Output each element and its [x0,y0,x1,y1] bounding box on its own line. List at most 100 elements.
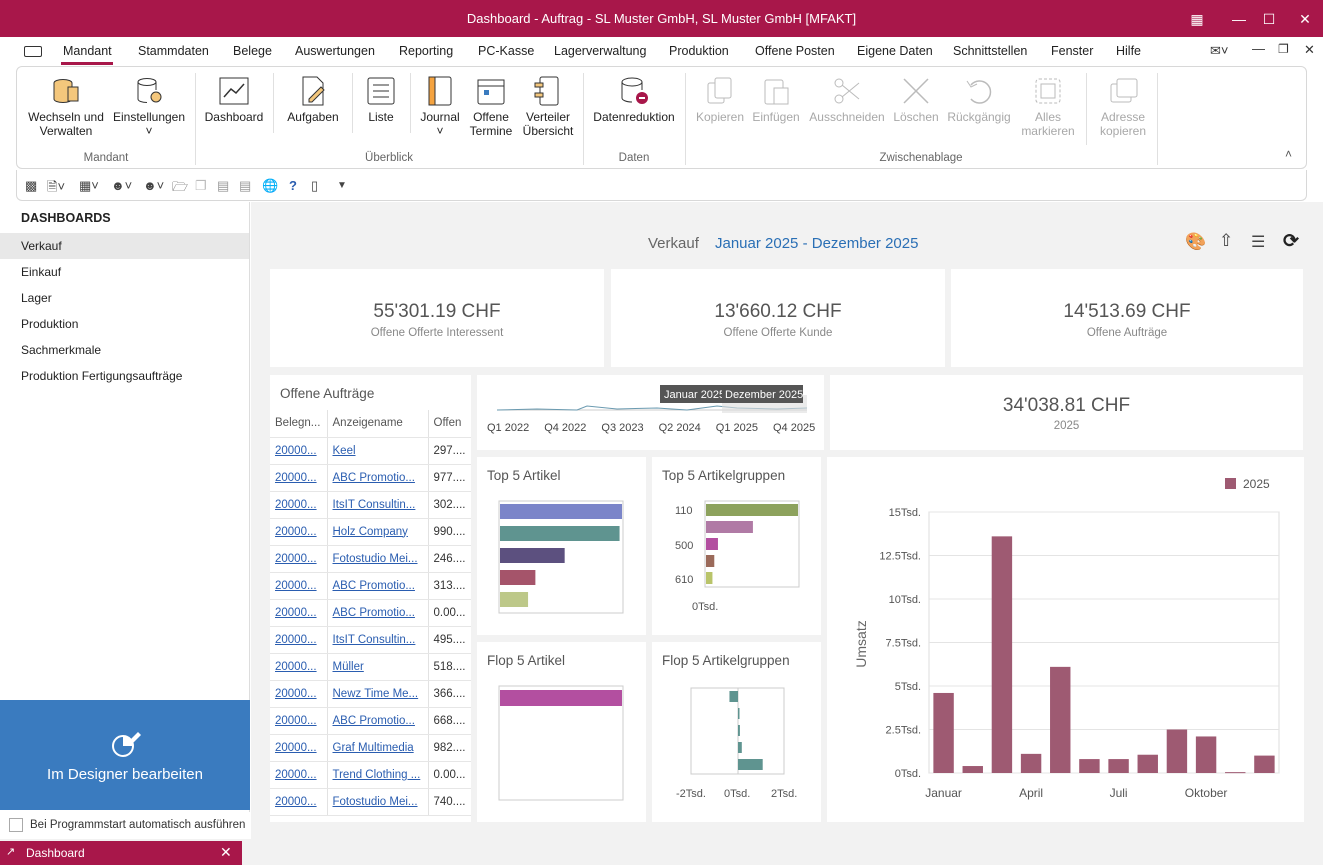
month-bar[interactable] [1137,754,1158,773]
copy-small-icon[interactable]: ❐ [195,178,207,193]
order-number-cell[interactable]: 20000... [270,707,328,735]
menu-auswertungen[interactable]: Auswertungen [295,44,375,58]
maximize-button[interactable]: ☐ [1262,11,1276,27]
display-name-cell[interactable]: ItsIT Consultin... [327,626,429,654]
alles-markieren-button[interactable]: Alles markieren [1017,75,1079,138]
top5-group-bar[interactable] [706,504,798,516]
order-number-cell[interactable]: 20000... [270,437,328,465]
top5-article-bar[interactable] [500,526,620,541]
flop5-group-bar[interactable] [738,742,742,753]
display-name-cell[interactable]: Newz Time Me... [327,680,429,708]
card-icon[interactable]: ▤ [217,178,230,193]
flop5-group-bar[interactable] [729,691,738,702]
sidebar-item-produktion[interactable]: Produktion [21,317,79,331]
sidebar-item-verkauf[interactable]: Verkauf [0,233,249,259]
customize-toolbar-icon[interactable]: ▼ [337,180,347,191]
table-row[interactable]: 20000... ItsIT Consultin... 302.... [270,491,471,519]
month-bar[interactable] [1225,772,1246,774]
menu-mandant[interactable]: Mandant [63,44,112,58]
column-header[interactable]: Offen [428,410,471,438]
database-icon[interactable]: ▩ [25,178,38,193]
parameters-icon[interactable]: ☰ [1251,234,1266,251]
einstellungen-button[interactable]: Einstellungen ˅ [110,75,188,138]
order-number-cell[interactable]: 20000... [270,680,328,708]
month-bar[interactable] [1108,759,1129,773]
sidebar-item-fertigungsauftraege[interactable]: Produktion Fertigungsaufträge [21,369,183,383]
table-row[interactable]: 20000... Holz Company 990.... [270,518,471,546]
app-menu-icon[interactable] [24,46,42,57]
user-settings-icon[interactable]: ☻˅ [111,178,133,193]
month-bar[interactable] [933,692,954,773]
flop5-group-bar[interactable] [738,725,740,736]
palette-icon[interactable]: 🎨 [1185,232,1207,251]
menu-lagerverwaltung[interactable]: Lagerverwaltung [554,44,647,58]
display-name-cell[interactable]: ABC Promotio... [327,707,429,735]
autorun-checkbox[interactable] [9,818,23,832]
table-row[interactable]: 20000... Fotostudio Mei... 246.... [270,545,471,573]
table-row[interactable]: 20000... ABC Promotio... 668.... [270,707,471,735]
display-name-cell[interactable]: Keel [327,437,429,465]
column-header[interactable]: Anzeigename [327,410,429,438]
table-row[interactable]: 20000... Fotostudio Mei... 740.... [270,788,471,816]
table-row[interactable]: 20000... ABC Promotio... 977.... [270,464,471,492]
display-name-cell[interactable]: Müller [327,653,429,681]
top5-article-bar[interactable] [500,570,536,585]
top5-group-bar[interactable] [706,572,713,584]
order-number-cell[interactable]: 20000... [270,653,328,681]
display-name-cell[interactable]: Trend Clothing ... [327,761,429,789]
top5-article-bar[interactable] [500,504,622,519]
datenreduktion-button[interactable]: Datenreduktion [589,75,679,124]
order-number-cell[interactable]: 20000... [270,545,328,573]
ausschneiden-button[interactable]: Ausschneiden [805,75,889,124]
menu-fenster[interactable]: Fenster [1051,44,1094,58]
minimize-button[interactable]: — [1232,11,1246,27]
help-icon[interactable]: ? [289,178,297,193]
month-bar[interactable] [1166,729,1188,774]
export-icon[interactable]: ⇧ [1219,231,1234,250]
adresse-kopieren-button[interactable]: Adresse kopieren [1092,75,1154,138]
top5-group-bar[interactable] [706,538,718,550]
table-row[interactable]: 20000... Keel 297.... [270,437,471,465]
display-name-cell[interactable]: Graf Multimedia [327,734,429,762]
display-name-cell[interactable]: Fotostudio Mei... [327,788,429,816]
card-alt-icon[interactable]: ▤ [239,178,252,193]
dashboard-button[interactable]: Dashboard [202,75,266,124]
display-name-cell[interactable]: ABC Promotio... [327,464,429,492]
document-settings-icon[interactable]: 🗎˅ [47,179,66,194]
designer-button[interactable]: Im Designer bearbeiten [0,700,250,810]
menu-produktion[interactable]: Produktion [669,44,729,58]
month-bar[interactable] [1195,736,1217,773]
table-row[interactable]: 20000... ABC Promotio... 313.... [270,572,471,600]
mdi-minimize-icon[interactable]: — [1252,41,1265,56]
order-number-cell[interactable]: 20000... [270,518,328,546]
order-number-cell[interactable]: 20000... [270,761,328,789]
menu-hilfe[interactable]: Hilfe [1116,44,1142,58]
display-name-cell[interactable]: ItsIT Consultin... [327,491,429,519]
mdi-restore-icon[interactable]: ❐ [1278,42,1289,56]
table-row[interactable]: 20000... ABC Promotio... 0.00... [270,599,471,627]
collapse-ribbon-icon[interactable]: ˄ [1285,147,1293,161]
legend-label[interactable]: 2025 [1243,477,1270,491]
web-search-icon[interactable]: 🌐 [262,178,279,193]
exit-icon[interactable]: ▯ [311,178,319,193]
order-number-cell[interactable]: 20000... [270,464,328,492]
sidebar-item-einkauf[interactable]: Einkauf [21,265,62,279]
order-number-cell[interactable]: 20000... [270,572,328,600]
feedback-icon[interactable]: ✉˅ [1210,43,1229,58]
menu-pc-kasse[interactable]: PC-Kasse [478,44,535,58]
display-name-cell[interactable]: Fotostudio Mei... [327,545,429,573]
display-name-cell[interactable]: ABC Promotio... [327,572,429,600]
table-row[interactable]: 20000... Müller 518.... [270,653,471,681]
month-bar[interactable] [1050,666,1071,773]
close-button[interactable]: ✕ [1299,11,1311,27]
einfuegen-button[interactable]: Einfügen [750,75,802,124]
menu-offene-posten[interactable]: Offene Posten [755,44,835,58]
flop5-group-bar[interactable] [738,708,740,719]
order-number-cell[interactable]: 20000... [270,491,328,519]
aufgaben-button[interactable]: Aufgaben [281,75,345,124]
range-selector[interactable]: Januar 2025 Dezember 2025 Q1 2022 Q4 2022… [477,375,824,450]
tab-dashboard[interactable]: ↗ Dashboard ✕ [0,841,242,865]
offene-termine-button[interactable]: Offene Termine [467,75,515,138]
column-header[interactable]: Belegn... [270,410,328,438]
top5-group-bar[interactable] [706,555,715,567]
